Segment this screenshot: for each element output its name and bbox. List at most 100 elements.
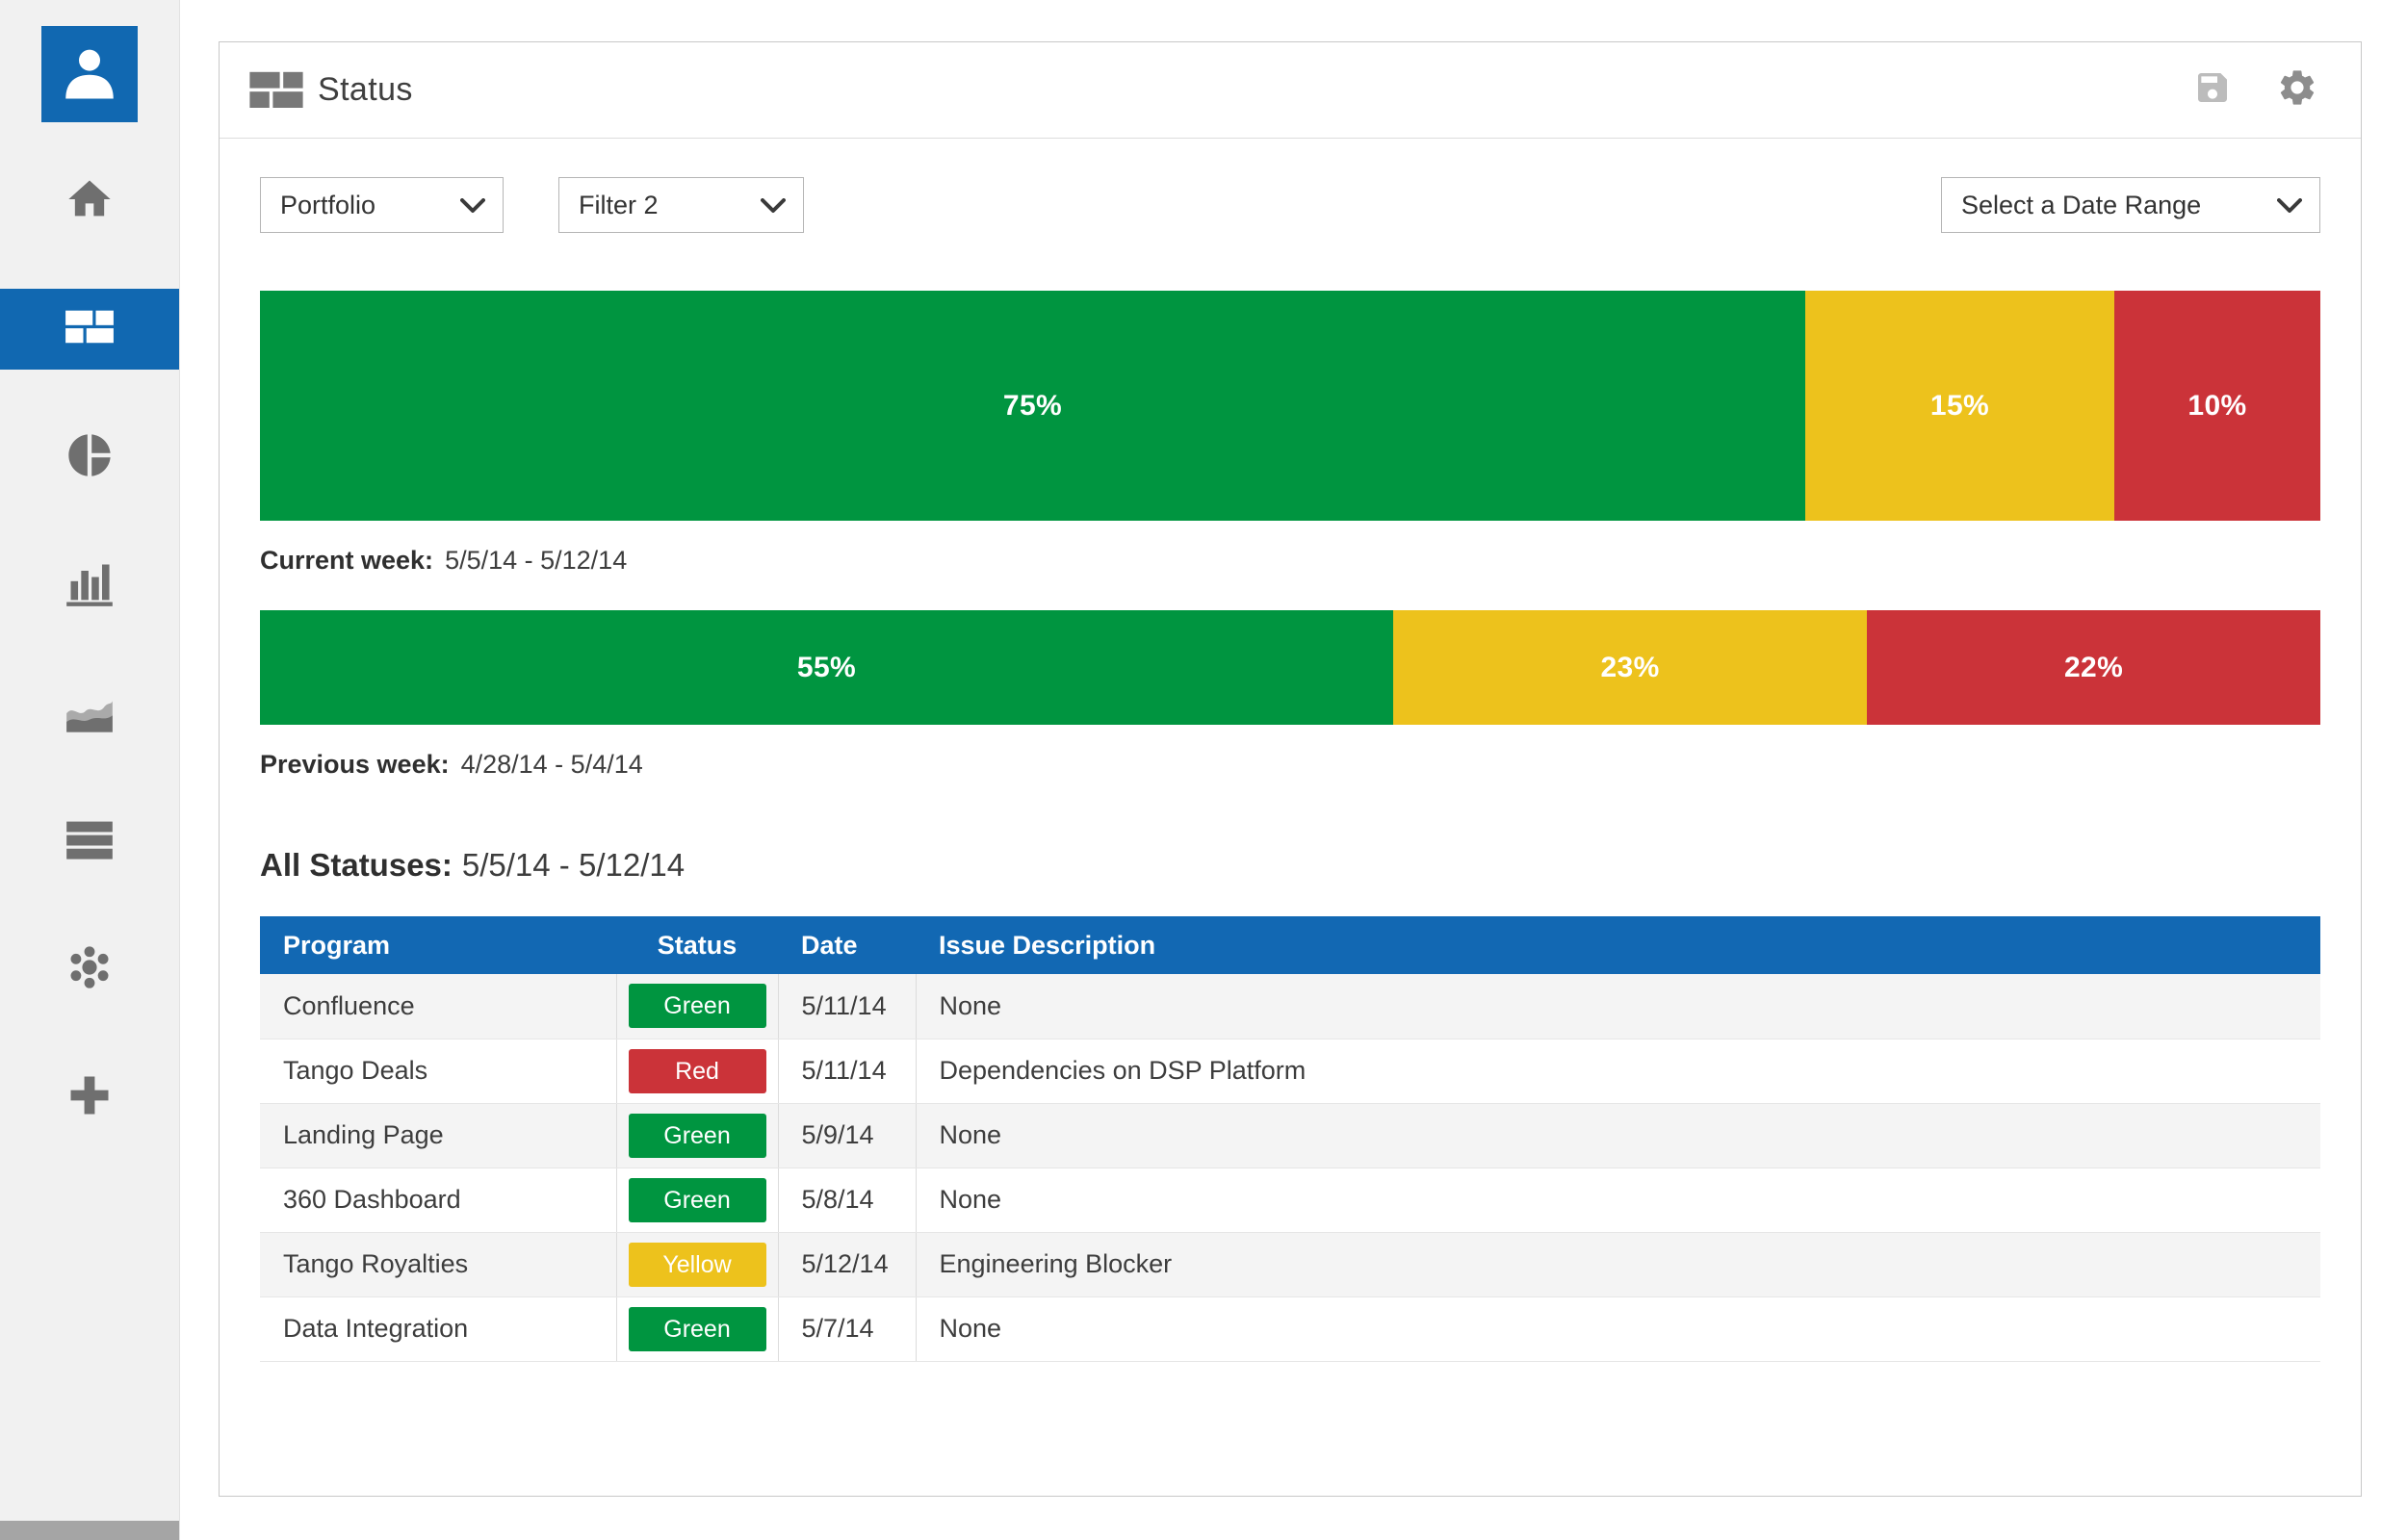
status-panel: Status Portfolio Fil bbox=[219, 41, 2362, 1497]
table-row[interactable]: Tango Royalties Yellow 5/12/14 Engineeri… bbox=[260, 1232, 2320, 1297]
sidebar-item-team[interactable] bbox=[0, 929, 179, 1010]
sidebar-nav bbox=[0, 161, 179, 1138]
previous-week-caption: Previous week: 4/28/14 - 5/4/14 bbox=[260, 750, 2320, 780]
status-cell: Green bbox=[616, 1168, 779, 1233]
status-badge: Green bbox=[628, 1306, 766, 1351]
team-cluster-icon bbox=[65, 942, 115, 997]
sidebar-item-pie-chart[interactable] bbox=[0, 417, 179, 498]
panel-actions bbox=[2193, 66, 2318, 114]
area-chart-icon bbox=[65, 686, 115, 741]
status-badge: Red bbox=[628, 1048, 766, 1093]
issue-cell: None bbox=[916, 1168, 2320, 1233]
table-header-row: Program Status Date Issue Description bbox=[260, 916, 2320, 974]
program-cell: Data Integration bbox=[260, 1296, 617, 1362]
table-row[interactable]: 360 Dashboard Green 5/8/14 None bbox=[260, 1168, 2320, 1233]
segment-label: 15% bbox=[1929, 389, 1990, 422]
sidebar-item-list[interactable] bbox=[0, 801, 179, 882]
segment-label: 75% bbox=[1002, 389, 1063, 422]
filter2-dropdown[interactable]: Filter 2 bbox=[558, 177, 804, 233]
panel-body: Portfolio Filter 2 Select a Date Range 7 bbox=[220, 177, 2361, 1362]
bar-chart-icon bbox=[65, 558, 115, 613]
issue-cell: Engineering Blocker bbox=[916, 1232, 2320, 1297]
all-statuses-heading: All Statuses: 5/5/14 - 5/12/14 bbox=[260, 847, 2320, 884]
status-cell: Green bbox=[616, 1296, 779, 1362]
sidebar-footer-strip bbox=[0, 1521, 179, 1540]
status-badge: Green bbox=[628, 1177, 766, 1222]
column-header-issue: Issue Description bbox=[916, 916, 2320, 974]
all-statuses-date-range: 5/5/14 - 5/12/14 bbox=[461, 847, 686, 883]
sidebar-item-add[interactable] bbox=[0, 1057, 179, 1138]
date-range-dropdown[interactable]: Select a Date Range bbox=[1941, 177, 2320, 233]
sidebar bbox=[0, 0, 180, 1540]
status-cell: Green bbox=[616, 974, 779, 1040]
program-cell: Confluence bbox=[260, 974, 617, 1040]
sidebar-item-bar-chart[interactable] bbox=[0, 545, 179, 626]
statuses-table: Program Status Date Issue Description Co… bbox=[260, 916, 2320, 1362]
home-icon bbox=[65, 174, 115, 229]
bar-segment-red: 22% bbox=[1867, 610, 2320, 725]
date-cell: 5/7/14 bbox=[778, 1296, 917, 1362]
column-header-status: Status bbox=[616, 916, 778, 974]
date-range-dropdown-value: Select a Date Range bbox=[1961, 190, 2202, 219]
sidebar-item-dashboard[interactable] bbox=[0, 289, 179, 370]
save-icon bbox=[2193, 68, 2232, 112]
issue-cell: None bbox=[916, 1103, 2320, 1168]
panel-title: Status bbox=[318, 71, 413, 108]
filter2-dropdown-value: Filter 2 bbox=[579, 190, 659, 219]
avatar[interactable] bbox=[41, 26, 138, 122]
sidebar-item-home[interactable] bbox=[0, 161, 179, 242]
chevron-down-icon bbox=[2277, 191, 2302, 220]
all-statuses-title: All Statuses: bbox=[260, 847, 453, 883]
dashboard-icon bbox=[248, 67, 304, 114]
portfolio-dropdown[interactable]: Portfolio bbox=[260, 177, 504, 233]
table-row[interactable]: Confluence Green 5/11/14 None bbox=[260, 974, 2320, 1040]
sidebar-item-area-chart[interactable] bbox=[0, 673, 179, 754]
date-cell: 5/12/14 bbox=[778, 1232, 917, 1297]
save-button[interactable] bbox=[2193, 68, 2232, 112]
date-cell: 5/8/14 bbox=[778, 1168, 917, 1233]
panel-header: Status bbox=[220, 42, 2361, 139]
current-week-bar: 75% 15% 10% bbox=[260, 291, 2320, 521]
bar-segment-green: 55% bbox=[260, 610, 1393, 725]
status-badge: Yellow bbox=[628, 1242, 766, 1287]
status-cell: Yellow bbox=[616, 1232, 779, 1297]
issue-cell: None bbox=[916, 1296, 2320, 1362]
pie-chart-icon bbox=[65, 430, 115, 485]
segment-label: 55% bbox=[796, 651, 857, 683]
status-cell: Green bbox=[616, 1103, 779, 1168]
date-cell: 5/9/14 bbox=[778, 1103, 917, 1168]
filter-bar: Portfolio Filter 2 Select a Date Range bbox=[260, 177, 2320, 233]
caption-label: Current week: bbox=[260, 546, 434, 575]
bar-segment-yellow: 23% bbox=[1393, 610, 1868, 725]
bar-segment-red: 10% bbox=[2114, 291, 2320, 521]
dashboard-icon bbox=[65, 302, 115, 357]
caption-label: Previous week: bbox=[260, 750, 450, 779]
program-cell: 360 Dashboard bbox=[260, 1168, 617, 1233]
plus-icon bbox=[65, 1070, 115, 1125]
list-icon bbox=[65, 814, 115, 869]
caption-date-range: 4/28/14 - 5/4/14 bbox=[460, 750, 643, 779]
column-header-date: Date bbox=[778, 916, 916, 974]
segment-label: 10% bbox=[2187, 389, 2247, 422]
status-badge: Green bbox=[628, 1113, 766, 1158]
date-cell: 5/11/14 bbox=[778, 974, 917, 1040]
previous-week-bar: 55% 23% 22% bbox=[260, 610, 2320, 725]
program-cell: Tango Deals bbox=[260, 1039, 617, 1104]
program-cell: Landing Page bbox=[260, 1103, 617, 1168]
segment-label: 22% bbox=[2063, 651, 2124, 683]
issue-cell: Dependencies on DSP Platform bbox=[916, 1039, 2320, 1104]
current-week-caption: Current week: 5/5/14 - 5/12/14 bbox=[260, 546, 2320, 576]
table-row[interactable]: Landing Page Green 5/9/14 None bbox=[260, 1103, 2320, 1168]
table-row[interactable]: Data Integration Green 5/7/14 None bbox=[260, 1296, 2320, 1362]
chevron-down-icon bbox=[761, 191, 786, 220]
settings-button[interactable] bbox=[2276, 66, 2318, 114]
table-row[interactable]: Tango Deals Red 5/11/14 Dependencies on … bbox=[260, 1039, 2320, 1104]
status-cell: Red bbox=[616, 1039, 779, 1104]
column-header-program: Program bbox=[260, 916, 616, 974]
issue-cell: None bbox=[916, 974, 2320, 1040]
chevron-down-icon bbox=[460, 191, 485, 220]
bar-segment-green: 75% bbox=[260, 291, 1805, 521]
segment-label: 23% bbox=[1600, 651, 1660, 683]
caption-date-range: 5/5/14 - 5/12/14 bbox=[445, 546, 628, 575]
date-cell: 5/11/14 bbox=[778, 1039, 917, 1104]
